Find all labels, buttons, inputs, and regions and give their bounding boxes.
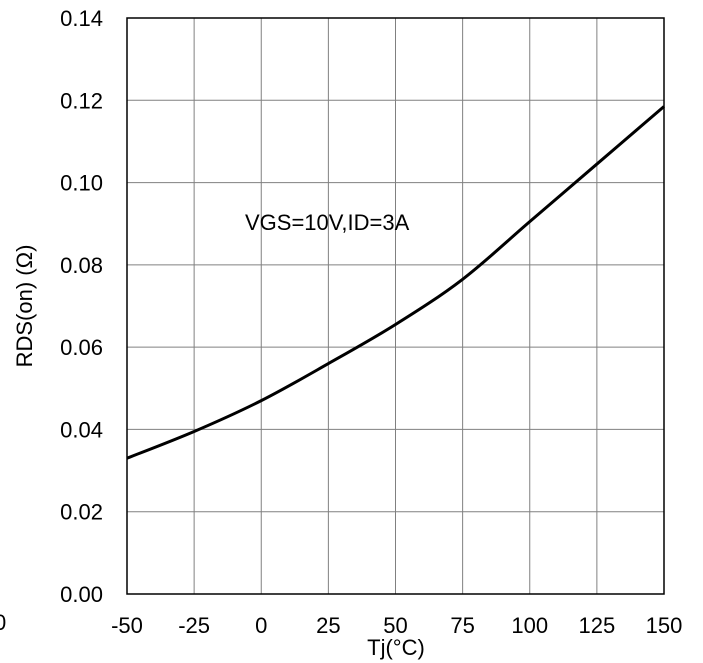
y-tick-label: 0.06: [60, 335, 103, 360]
x-tick-label: 150: [646, 613, 683, 638]
plot-frame: [126, 17, 665, 595]
x-tick-label: 25: [316, 613, 340, 638]
condition-annotation: VGS=10V,ID=3A: [245, 210, 410, 235]
y-tick-label: 0.08: [60, 253, 103, 278]
x-tick-label: 0: [255, 613, 267, 638]
stray-label: 0: [0, 610, 6, 635]
x-tick-label: -50: [111, 613, 143, 638]
x-tick-label: 75: [450, 613, 474, 638]
y-tick-label: 0.14: [60, 6, 103, 31]
x-axis-label: Tj(°C): [367, 635, 425, 660]
y-axis-label: RDS(on) (Ω): [12, 245, 37, 368]
grid: [127, 18, 664, 594]
y-tick-label: 0.02: [60, 500, 103, 525]
x-tick-labels: -50 -25 0 25 50 75 100 125 150: [111, 613, 682, 638]
y-tick-label: 0.12: [60, 88, 103, 113]
x-tick-label: 125: [579, 613, 616, 638]
x-tick-label: 100: [511, 613, 548, 638]
y-tick-label: 0.10: [60, 171, 103, 196]
y-tick-label: 0.04: [60, 417, 103, 442]
series-line: [126, 105, 665, 460]
y-tick-label: 0.00: [60, 582, 103, 607]
x-tick-label: 50: [383, 613, 407, 638]
x-tick-label: -25: [178, 613, 210, 638]
y-tick-labels: 0.00 0.02 0.04 0.06 0.08 0.10 0.12 0.14: [60, 6, 103, 607]
